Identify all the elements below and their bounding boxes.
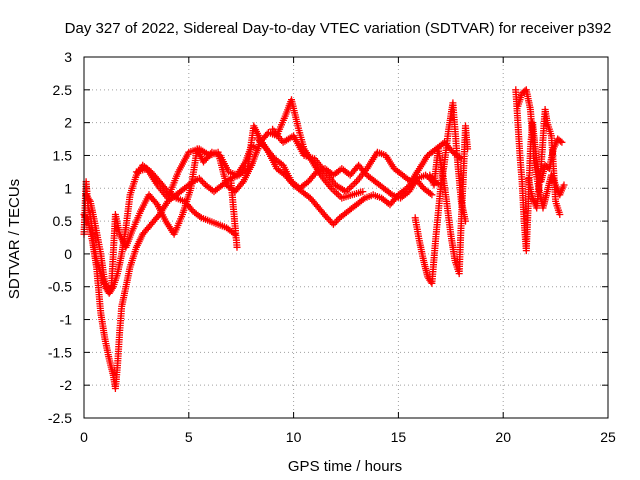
series-track-12 xyxy=(524,106,564,218)
y-tick-label: -0.5 xyxy=(48,279,72,295)
data-point xyxy=(233,243,241,251)
data-point xyxy=(188,206,196,214)
data-point xyxy=(322,212,330,220)
y-tick-label: -2 xyxy=(60,377,73,393)
data-point xyxy=(331,219,339,227)
data-point xyxy=(85,196,93,204)
series-track-11 xyxy=(514,86,568,212)
y-tick-label: 2 xyxy=(64,115,72,131)
data-point xyxy=(349,181,357,189)
data-point xyxy=(560,181,568,189)
y-tick-label: 3 xyxy=(64,49,72,65)
data-point xyxy=(558,138,566,146)
y-tick-label: 2.5 xyxy=(53,82,73,98)
data-point xyxy=(427,278,435,286)
data-point xyxy=(197,176,205,184)
data-point xyxy=(323,214,331,222)
y-tick-label: -1.5 xyxy=(48,344,72,360)
data-points xyxy=(80,86,568,392)
data-point xyxy=(347,183,355,191)
x-tick-label: 0 xyxy=(80,429,88,445)
series-track-9 xyxy=(426,122,472,278)
y-tick-labels: -2.5 -2 -1.5 -1 -0.5 0 0.5 1 1.5 2 2.5 3 xyxy=(48,49,72,426)
y-tick-label: 1.5 xyxy=(53,147,73,163)
data-point xyxy=(428,191,436,199)
x-tick-label: 15 xyxy=(391,429,407,445)
data-point xyxy=(464,145,472,153)
y-tick-label: 0.5 xyxy=(53,213,73,229)
plot-frame xyxy=(83,56,609,419)
series-track-7 xyxy=(269,125,465,196)
chart-title: Day 327 of 2022, Sidereal Day-to-day VTE… xyxy=(65,20,612,37)
data-point xyxy=(426,190,434,197)
y-tick-label: -2.5 xyxy=(48,410,72,426)
y-axis-label: SDTVAR / TECUs xyxy=(6,179,23,299)
x-tick-label: 25 xyxy=(600,429,616,445)
x-tick-label: 10 xyxy=(286,429,302,445)
y-tick-label: 0 xyxy=(64,246,72,262)
x-tick-label: 20 xyxy=(495,429,511,445)
data-point xyxy=(326,217,334,225)
y-tick-label: -1 xyxy=(60,312,73,328)
series-track-4 xyxy=(132,96,367,202)
data-point xyxy=(359,188,367,196)
data-point xyxy=(557,137,564,145)
data-point xyxy=(556,211,564,218)
data-point xyxy=(351,179,359,187)
x-axis-label: GPS time / hours xyxy=(288,458,402,475)
x-tick-labels: 0 5 10 15 20 25 xyxy=(80,429,616,445)
y-tick-label: 1 xyxy=(64,180,72,196)
series-track-8 xyxy=(411,99,469,287)
x-tick-label: 5 xyxy=(185,429,193,445)
data-point xyxy=(238,179,246,187)
